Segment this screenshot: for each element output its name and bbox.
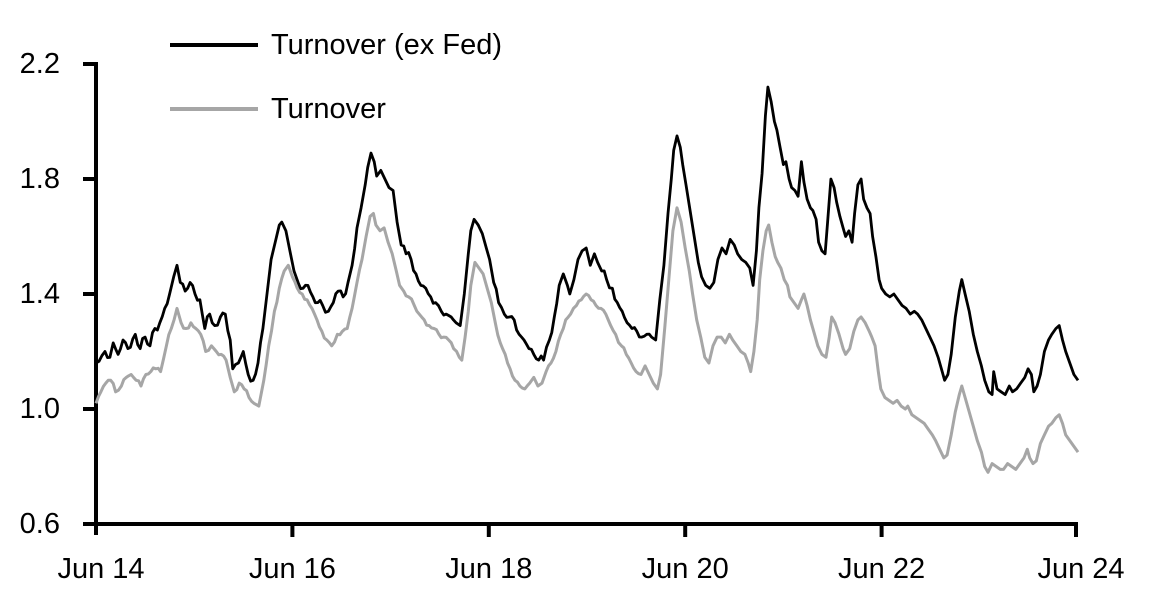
legend-label-turnover: Turnover (271, 93, 386, 125)
y-tick-label: 1.0 (20, 393, 60, 425)
x-tick-label: Jun 20 (642, 553, 729, 585)
series-line-turnover (94, 206, 1080, 474)
y-tick-label: 0.6 (20, 508, 60, 540)
y-tick-label: 2.2 (20, 48, 60, 80)
series-line-turnover-ex-fed (95, 85, 1080, 396)
y-tick-label: 1.4 (20, 278, 60, 310)
legend-label-turnover-ex-fed: Turnover (ex Fed) (271, 29, 502, 61)
x-tick-label: Jun 16 (249, 553, 336, 585)
x-tick-label: Jun 18 (445, 553, 532, 585)
x-tick-label: Jun 14 (57, 553, 144, 585)
x-tick-label: Jun 22 (838, 553, 925, 585)
y-tick-label: 1.8 (20, 163, 60, 195)
x-tick-label: Jun 24 (1037, 553, 1124, 585)
